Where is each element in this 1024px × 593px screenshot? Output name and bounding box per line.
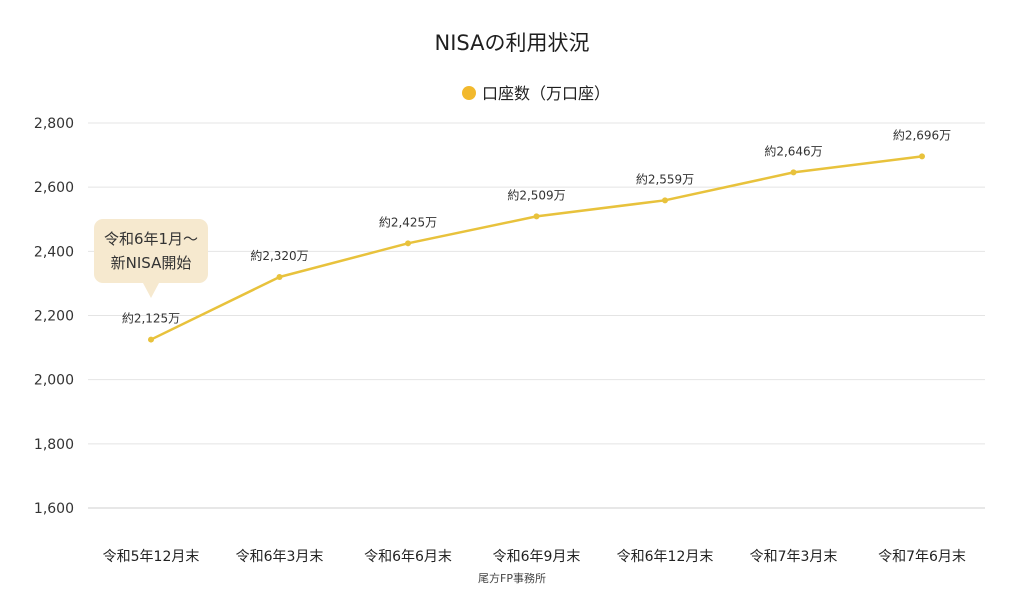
y-tick-label: 2,000 (34, 373, 74, 389)
data-point (276, 274, 283, 280)
legend: 口座数（万口座） (462, 84, 610, 103)
data-label: 約2,125万 (122, 311, 180, 326)
chart-title: NISAの利用状況 (435, 31, 590, 55)
callout-bubble: 令和6年1月〜新NISA開始 (94, 219, 208, 298)
x-tick-label: 令和7年6月末 (878, 549, 966, 565)
data-label: 約2,320万 (250, 248, 308, 263)
x-tick-label: 令和6年6月末 (364, 549, 452, 565)
y-tick-label: 2,400 (34, 244, 74, 260)
data-label: 約2,696万 (893, 127, 951, 142)
y-tick-label: 1,800 (34, 437, 74, 453)
x-tick-label: 令和5年12月末 (103, 549, 200, 565)
data-label: 約2,559万 (636, 171, 694, 186)
data-point (919, 153, 925, 160)
source-credit: 尾方FP事務所 (478, 571, 546, 585)
callout-text: 新NISA開始 (111, 254, 192, 272)
annotation-callout: 令和6年1月〜新NISA開始 (94, 219, 208, 298)
legend-label: 口座数（万口座） (482, 84, 610, 103)
callout-text: 令和6年1月〜 (104, 230, 198, 248)
x-tick-label: 令和7年3月末 (750, 549, 838, 565)
x-tick-label: 令和6年3月末 (236, 549, 324, 565)
y-tick-label: 2,200 (34, 309, 74, 325)
x-tick-label: 令和6年12月末 (617, 549, 714, 565)
data-labels: 約2,125万 約2,320万 約2,425万 約2,509万 約2,559万 約2,64… (122, 127, 951, 325)
series-line (150, 155, 923, 341)
data-point (405, 240, 411, 247)
y-axis-ticks: 1,600 1,800 2,000 2,200 2,400 2,600 2,800 (34, 116, 74, 517)
grid-lines (88, 122, 985, 509)
callout-box (94, 219, 208, 283)
data-point (662, 197, 668, 204)
callout-pointer (143, 283, 159, 298)
y-tick-label: 2,800 (34, 116, 74, 132)
y-tick-label: 2,600 (34, 180, 74, 196)
y-tick-label: 1,600 (34, 501, 74, 517)
series-layer (148, 153, 925, 343)
data-point (533, 213, 540, 220)
legend-marker-icon (462, 86, 476, 100)
data-label: 約2,509万 (507, 187, 565, 202)
data-label: 約2,646万 (764, 143, 822, 158)
x-axis-ticks: 令和5年12月末 令和6年3月末 令和6年6月末 令和6年9月末 令和6年12月末 令和7… (103, 549, 966, 565)
x-tick-label: 令和6年9月末 (493, 549, 581, 565)
data-label: 約2,425万 (379, 214, 437, 229)
data-point (790, 169, 797, 176)
data-point (148, 336, 154, 343)
